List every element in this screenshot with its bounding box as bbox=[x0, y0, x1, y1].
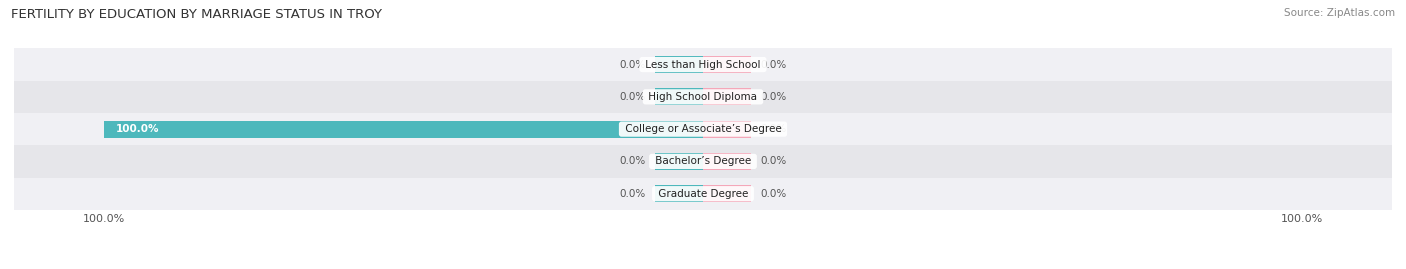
Text: FERTILITY BY EDUCATION BY MARRIAGE STATUS IN TROY: FERTILITY BY EDUCATION BY MARRIAGE STATU… bbox=[11, 8, 382, 21]
Bar bbox=[703, 185, 751, 202]
Text: 0.0%: 0.0% bbox=[759, 189, 786, 199]
Text: 0.0%: 0.0% bbox=[620, 156, 647, 167]
Text: 0.0%: 0.0% bbox=[759, 156, 786, 167]
Bar bbox=[703, 153, 751, 170]
Bar bbox=[0, 48, 1406, 81]
Text: Graduate Degree: Graduate Degree bbox=[655, 189, 751, 199]
Bar bbox=[703, 89, 751, 105]
Bar bbox=[0, 178, 1406, 210]
Bar bbox=[0, 145, 1406, 178]
Text: 0.0%: 0.0% bbox=[620, 59, 647, 70]
Text: 0.0%: 0.0% bbox=[759, 92, 786, 102]
Text: Bachelor’s Degree: Bachelor’s Degree bbox=[652, 156, 754, 167]
Bar bbox=[655, 89, 703, 105]
Text: 0.0%: 0.0% bbox=[759, 124, 786, 134]
Bar bbox=[655, 185, 703, 202]
Bar bbox=[104, 121, 703, 137]
Text: Source: ZipAtlas.com: Source: ZipAtlas.com bbox=[1284, 8, 1395, 18]
Bar bbox=[703, 121, 751, 137]
Text: 0.0%: 0.0% bbox=[759, 59, 786, 70]
Bar bbox=[0, 113, 1406, 145]
Bar bbox=[655, 56, 703, 73]
Text: Less than High School: Less than High School bbox=[643, 59, 763, 70]
Bar bbox=[703, 56, 751, 73]
Text: College or Associate’s Degree: College or Associate’s Degree bbox=[621, 124, 785, 134]
Text: High School Diploma: High School Diploma bbox=[645, 92, 761, 102]
Bar bbox=[0, 81, 1406, 113]
Text: 0.0%: 0.0% bbox=[620, 189, 647, 199]
Bar bbox=[655, 153, 703, 170]
Text: 0.0%: 0.0% bbox=[620, 92, 647, 102]
Text: 100.0%: 100.0% bbox=[115, 124, 159, 134]
